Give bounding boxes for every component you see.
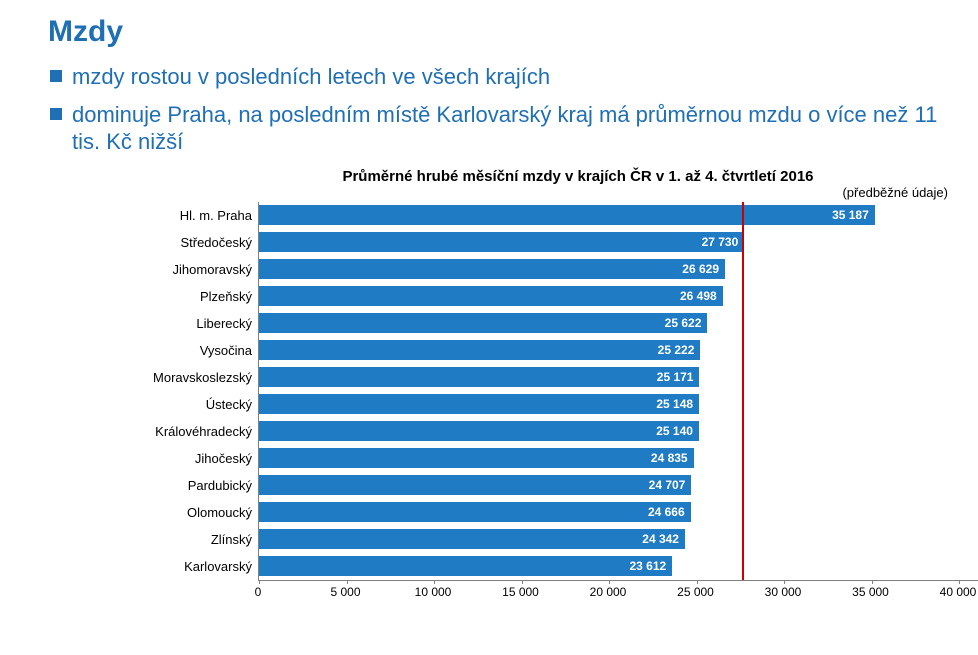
chart-subtitle: (předběžné údaje) — [128, 185, 948, 200]
bar: 25 140 — [259, 421, 699, 441]
bullet-item: mzdy rostou v posledních letech ve všech… — [50, 63, 948, 91]
bar: 24 707 — [259, 475, 691, 495]
bar-slot: 35 187 — [259, 202, 978, 229]
bar-value-label: 24 835 — [651, 451, 688, 465]
bar: 25 171 — [259, 367, 699, 387]
y-axis-label: Olomoucký — [128, 499, 258, 526]
y-axis-label: Jihomoravský — [128, 256, 258, 283]
bar: 35 187 — [259, 205, 875, 225]
y-axis-label: Královéhradecký — [128, 418, 258, 445]
x-tick-label: 30 000 — [765, 585, 802, 599]
y-axis-label: Jihočeský — [128, 445, 258, 472]
x-tick-label: 5 000 — [330, 585, 360, 599]
x-tick-label: 15 000 — [502, 585, 539, 599]
bar: 24 342 — [259, 529, 685, 549]
x-tick-label: 25 000 — [677, 585, 714, 599]
y-axis-label: Karlovarský — [128, 553, 258, 580]
x-tick-label: 35 000 — [852, 585, 889, 599]
bar: 23 612 — [259, 556, 672, 576]
y-axis-label: Vysočina — [128, 337, 258, 364]
x-ticks: 0 5 000 10 000 15 000 20 000 25 000 30 000 35 0… — [258, 581, 978, 603]
bar-value-label: 23 612 — [630, 559, 667, 573]
bar-slot: 25 148 — [259, 391, 978, 418]
bars-container: 35 187 27 730 26 629 26 498 25 622 25 222 25 1… — [259, 202, 978, 580]
bar: 27 730 — [259, 232, 744, 252]
bar: 26 629 — [259, 259, 725, 279]
bar-value-label: 25 148 — [656, 397, 693, 411]
bar-slot: 24 835 — [259, 445, 978, 472]
plot-area: 35 187 27 730 26 629 26 498 25 622 25 222 25 1… — [258, 202, 978, 581]
bar-slot: 24 666 — [259, 499, 978, 526]
x-tick-label: 0 — [255, 585, 262, 599]
bar-value-label: 35 187 — [832, 208, 869, 222]
y-axis-label: Moravskoslezský — [128, 364, 258, 391]
wages-bar-chart: Průměrné hrubé měsíční mzdy v krajích ČR… — [128, 168, 978, 603]
bullet-item: dominuje Praha, na posledním místě Karlo… — [50, 101, 948, 156]
bar: 25 622 — [259, 313, 707, 333]
bar: 24 666 — [259, 502, 691, 522]
square-bullet-icon — [50, 108, 62, 120]
x-tick-label: 40 000 — [940, 585, 977, 599]
bar-value-label: 24 707 — [649, 478, 686, 492]
bar: 26 498 — [259, 286, 723, 306]
bar-value-label: 27 730 — [702, 235, 739, 249]
bar-value-label: 24 342 — [642, 532, 679, 546]
bar-slot: 23 612 — [259, 553, 978, 580]
bar-value-label: 25 622 — [665, 316, 702, 330]
bar-slot: 24 342 — [259, 526, 978, 553]
y-axis-label: Zlínský — [128, 526, 258, 553]
bar-value-label: 24 666 — [648, 505, 685, 519]
bar-value-label: 25 171 — [657, 370, 694, 384]
bullet-text: dominuje Praha, na posledním místě Karlo… — [72, 101, 948, 156]
y-axis-label: Pardubický — [128, 472, 258, 499]
bar-value-label: 25 140 — [656, 424, 693, 438]
bar-slot: 25 622 — [259, 310, 978, 337]
bar-value-label: 26 629 — [682, 262, 719, 276]
bar-slot: 25 171 — [259, 364, 978, 391]
bar-slot: 26 498 — [259, 283, 978, 310]
bar-slot: 26 629 — [259, 256, 978, 283]
reference-line — [742, 202, 744, 580]
y-axis-label: Hl. m. Praha — [128, 202, 258, 229]
bullet-text: mzdy rostou v posledních letech ve všech… — [72, 63, 550, 91]
bar-slot: 25 222 — [259, 337, 978, 364]
x-tick-label: 10 000 — [415, 585, 452, 599]
y-axis-label: Plzeňský — [128, 283, 258, 310]
x-tick-label: 20 000 — [590, 585, 627, 599]
y-axis-label: Ústecký — [128, 391, 258, 418]
y-axis-label: Liberecký — [128, 310, 258, 337]
bar: 25 222 — [259, 340, 700, 360]
bar-slot: 25 140 — [259, 418, 978, 445]
chart-title: Průměrné hrubé měsíční mzdy v krajích ČR… — [178, 168, 978, 185]
bar: 25 148 — [259, 394, 699, 414]
square-bullet-icon — [50, 70, 62, 82]
bar-slot: 24 707 — [259, 472, 978, 499]
bar-value-label: 26 498 — [680, 289, 717, 303]
y-axis-label: Středočeský — [128, 229, 258, 256]
bar-slot: 27 730 — [259, 229, 978, 256]
x-axis: 0 5 000 10 000 15 000 20 000 25 000 30 000 35 0… — [258, 581, 978, 603]
page-title: Mzdy — [48, 15, 948, 49]
bar-value-label: 25 222 — [658, 343, 695, 357]
y-axis-labels: Hl. m. PrahaStředočeskýJihomoravskýPlzeň… — [128, 202, 258, 581]
bar: 24 835 — [259, 448, 694, 468]
